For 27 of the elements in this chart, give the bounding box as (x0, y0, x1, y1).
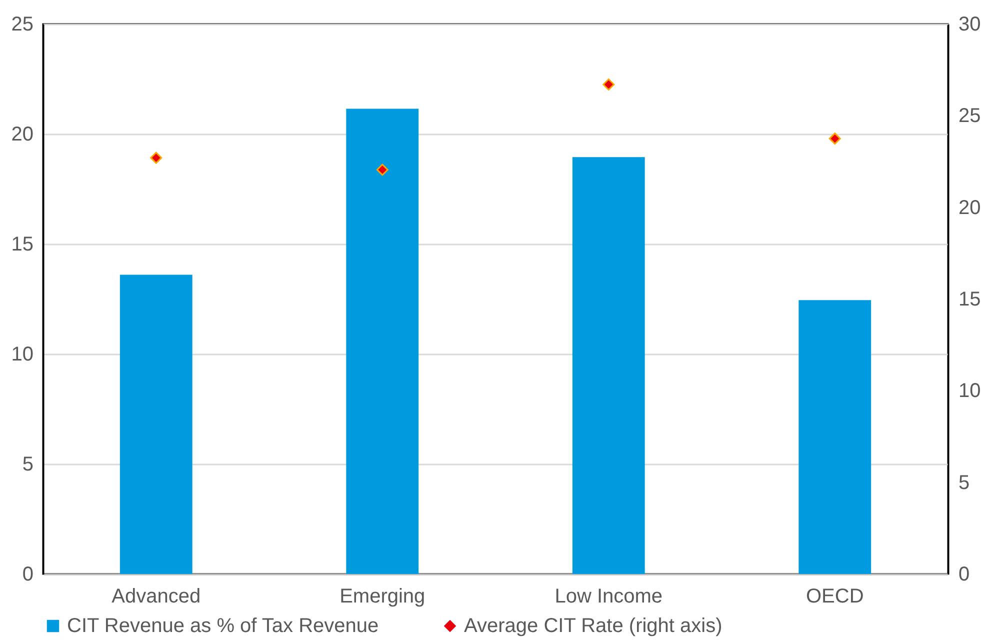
point (828, 132, 841, 145)
bar (346, 108, 419, 574)
y2-tick-label: 0 (958, 564, 970, 586)
x-tick-label: Advanced (112, 586, 201, 608)
point (150, 152, 162, 164)
bar (572, 157, 645, 574)
y2-tick-label: 5 (958, 472, 970, 494)
y-tick-label: 20 (11, 124, 34, 146)
point (376, 164, 388, 176)
y2-tick-label: 25 (958, 105, 981, 128)
y-tick-label: 5 (22, 454, 34, 476)
legend-label: Average CIT Rate (right axis) (464, 615, 722, 637)
y-tick-label: 25 (11, 14, 34, 36)
bar (798, 300, 872, 574)
y2-tick-label: 15 (958, 288, 981, 310)
y-tick-label: 0 (22, 564, 34, 586)
y-tick-label: 10 (11, 344, 34, 366)
y-tick-label: 15 (11, 234, 34, 256)
y2-tick-label: 20 (958, 196, 981, 219)
legend-label: CIT Revenue as % of Tax Revenue (67, 615, 379, 637)
bar (120, 274, 192, 574)
y2-tick-label: 30 (958, 14, 981, 36)
x-tick-label: OECD (806, 586, 864, 608)
y2-tick-label: 10 (958, 380, 981, 402)
x-tick-label: Emerging (340, 586, 426, 608)
x-tick-label: Low Income (554, 586, 663, 608)
point (602, 78, 615, 90)
